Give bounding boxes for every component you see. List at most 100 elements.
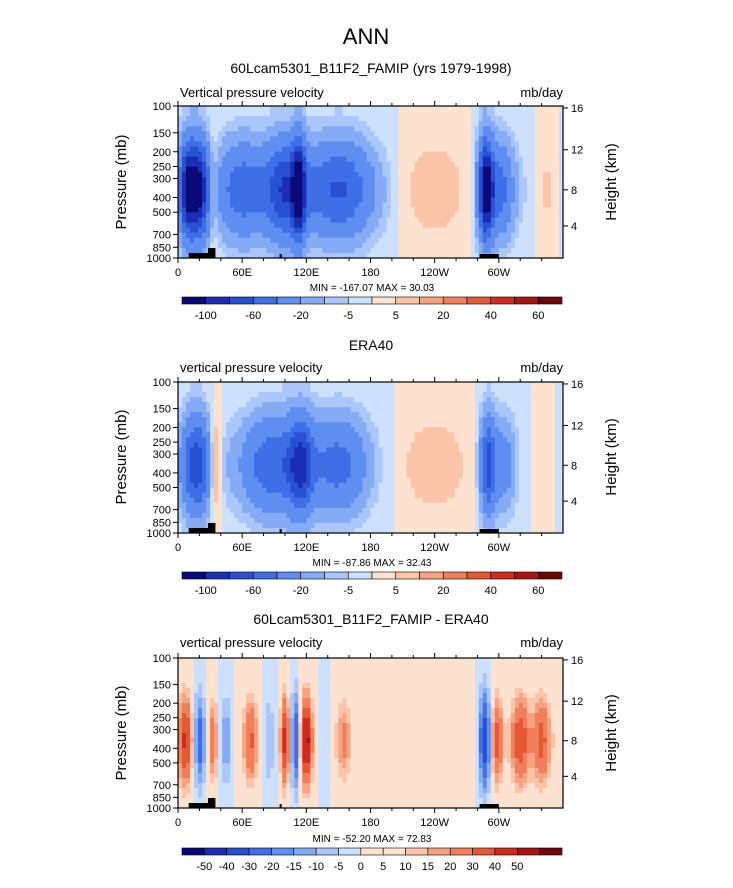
heatmap-cell — [426, 417, 432, 423]
heatmap-cell — [390, 126, 396, 132]
heatmap-cell — [202, 116, 207, 122]
heatmap-cell — [214, 222, 219, 229]
heatmap-cell — [370, 131, 376, 137]
heatmap-cell — [306, 106, 311, 112]
heatmap-cell — [390, 237, 396, 244]
heatmap-cell — [442, 161, 448, 168]
heatmap-cell — [518, 156, 524, 163]
heatmap-cell — [534, 247, 540, 254]
heatmap-cell — [342, 462, 348, 469]
heatmap-cell — [530, 402, 536, 408]
heatmap-cell — [178, 222, 183, 229]
heatmap-cell — [394, 472, 400, 479]
heatmap-cell — [222, 422, 227, 428]
heatmap-cell — [470, 427, 476, 433]
heatmap-cell — [298, 457, 303, 464]
heatmap-cell — [542, 217, 548, 224]
heatmap-cell — [270, 166, 275, 173]
heatmap-cell — [530, 161, 536, 168]
heatmap-cell — [326, 232, 331, 239]
heatmap-cell — [274, 217, 279, 224]
heatmap-cell — [342, 136, 348, 143]
heatmap-cell — [258, 197, 263, 203]
heatmap-cell — [514, 121, 520, 127]
heatmap-cell — [502, 116, 508, 122]
heatmap-cell — [550, 212, 556, 219]
heatmap-cell — [250, 232, 255, 239]
heatmap-cell — [290, 212, 295, 219]
heatmap-cell — [330, 212, 336, 219]
heatmap-cell — [234, 126, 239, 132]
heatmap-cell — [218, 447, 223, 454]
heatmap-cell — [314, 232, 319, 239]
heatmap-cell — [190, 482, 195, 489]
heatmap-cell — [442, 212, 448, 219]
heatmap-cell — [418, 146, 424, 153]
heatmap-cell — [198, 467, 203, 474]
heatmap-cell — [534, 452, 540, 459]
heatmap-cell — [226, 202, 231, 208]
heatmap-cell — [426, 192, 432, 198]
heatmap-cell — [534, 397, 540, 403]
heatmap-cell — [406, 187, 412, 193]
heatmap-cell — [462, 412, 468, 418]
heatmap-cell — [262, 407, 267, 413]
heatmap-cell — [434, 247, 440, 254]
heatmap-cell — [334, 467, 340, 474]
heatmap-cell — [286, 462, 291, 469]
heatmap-cell — [254, 382, 259, 388]
heatmap-cell — [226, 232, 231, 239]
heatmap-cell — [482, 136, 488, 143]
heatmap-cell — [290, 392, 295, 398]
heatmap-cell — [210, 131, 215, 137]
heatmap-cell — [218, 397, 223, 403]
heatmap-cell — [274, 422, 279, 428]
heatmap-cell — [294, 392, 299, 398]
heatmap-cell — [310, 182, 315, 188]
heatmap-cell — [394, 192, 400, 198]
heatmap-cell — [430, 146, 436, 153]
heatmap-cell — [430, 171, 436, 178]
heatmap-cell — [362, 387, 368, 393]
heatmap-cell — [318, 176, 323, 183]
heatmap-cell — [234, 217, 239, 224]
heatmap-cell — [374, 116, 380, 122]
heatmap-cell — [430, 156, 436, 163]
heatmap-cell — [226, 442, 231, 449]
heatmap-cell — [226, 146, 231, 153]
heatmap-cell — [346, 182, 352, 188]
heatmap-cell — [474, 397, 480, 403]
heatmap-cell — [414, 111, 420, 117]
heatmap-cell — [374, 397, 380, 403]
heatmap-cell — [294, 131, 299, 137]
heatmap-cell — [278, 462, 283, 469]
heatmap-cell — [398, 121, 404, 127]
heatmap-cell — [514, 126, 520, 132]
heatmap-cell — [262, 242, 267, 249]
heatmap-cell — [258, 182, 263, 188]
heatmap-cell — [258, 382, 263, 388]
heatmap-cell — [342, 182, 348, 188]
heatmap-cell — [226, 176, 231, 183]
heatmap-cell — [306, 116, 311, 122]
heatmap-cell — [306, 402, 311, 408]
heatmap-cell — [430, 151, 436, 158]
heatmap-cell — [410, 472, 416, 479]
heatmap-cell — [414, 192, 420, 198]
heatmap-cell — [450, 392, 456, 398]
heatmap-cell — [310, 106, 315, 112]
heatmap-cell — [382, 232, 388, 239]
heatmap-cell — [178, 482, 183, 489]
heatmap-cell — [474, 166, 480, 173]
heatmap-cell — [246, 217, 251, 224]
heatmap-cell — [498, 212, 504, 219]
heatmap-cell — [326, 151, 331, 158]
heatmap-cell — [254, 161, 259, 168]
heatmap-cell — [282, 171, 287, 178]
heatmap-cell — [218, 407, 223, 413]
heatmap-cell — [298, 467, 303, 474]
heatmap-cell — [282, 422, 287, 428]
heatmap-cell — [242, 452, 247, 459]
heatmap-cell — [294, 116, 299, 122]
heatmap-cell — [254, 207, 259, 213]
